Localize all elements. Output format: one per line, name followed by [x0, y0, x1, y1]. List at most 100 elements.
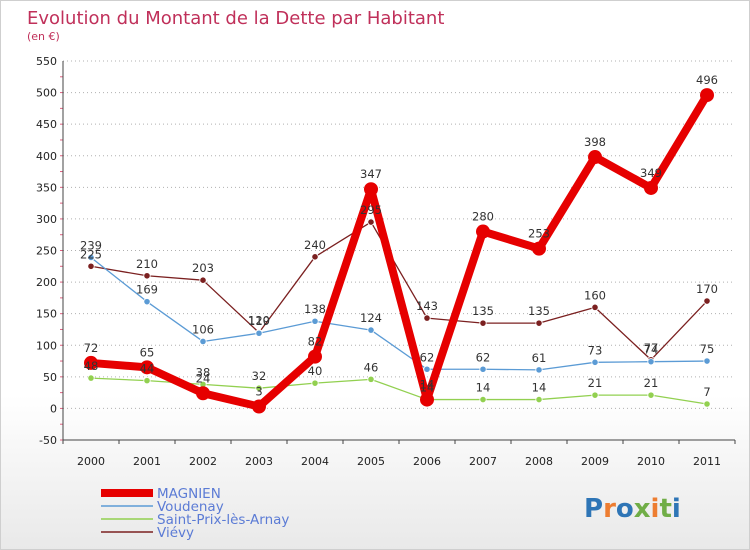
legend-label: MAGNIEN — [157, 486, 221, 502]
y-tick-label: 500 — [36, 87, 57, 100]
data-label: 14 — [476, 381, 491, 395]
data-point — [140, 360, 154, 375]
data-label: 62 — [420, 350, 435, 364]
data-point — [476, 224, 490, 239]
data-label: 124 — [360, 311, 382, 325]
data-point — [420, 392, 434, 407]
data-label: 14 — [532, 381, 547, 395]
grid — [63, 60, 735, 441]
data-label: 160 — [584, 288, 606, 302]
proxiti-logo: Proxiti — [584, 494, 681, 524]
data-label: 24 — [196, 371, 211, 385]
data-label: 61 — [532, 351, 547, 365]
data-point — [143, 377, 151, 385]
data-label: 44 — [140, 362, 155, 376]
data-label: 280 — [472, 210, 494, 224]
x-tick-label: 2000 — [77, 455, 105, 468]
chart-title: Evolution du Montant de la Dette par Hab… — [27, 8, 444, 29]
data-label: 295 — [360, 203, 382, 217]
x-tick-label: 2004 — [301, 455, 329, 468]
legend-label: Voudenay — [157, 499, 224, 515]
data-label: 21 — [588, 376, 603, 390]
data-point — [647, 358, 655, 366]
data-point — [87, 253, 95, 262]
data-label: 75 — [700, 342, 715, 356]
data-label: 203 — [192, 261, 214, 275]
data-point — [311, 253, 319, 261]
data-label: 398 — [584, 135, 606, 149]
data-point — [367, 326, 375, 334]
data-point — [367, 375, 375, 383]
data-point — [588, 150, 602, 165]
data-label: 3 — [255, 385, 262, 399]
logo-letter: i — [651, 494, 660, 524]
data-label: 138 — [304, 302, 326, 316]
data-point — [308, 349, 322, 364]
legend-label: Viévy — [157, 525, 194, 541]
logo-letter: o — [616, 494, 634, 524]
data-point — [143, 272, 151, 280]
x-tick-label: 2001 — [133, 455, 161, 468]
logo-letter: P — [584, 494, 603, 524]
data-label: 347 — [360, 167, 382, 181]
data-point — [535, 319, 543, 327]
data-point — [532, 241, 546, 256]
data-label: 496 — [696, 73, 718, 87]
data-label: 72 — [84, 341, 99, 355]
data-label: 48 — [84, 359, 99, 373]
x-tick-label: 2008 — [525, 455, 553, 468]
data-label: 240 — [304, 238, 326, 252]
data-point — [703, 357, 711, 365]
data-point — [311, 379, 319, 387]
data-label: 239 — [80, 238, 102, 252]
data-point — [535, 366, 543, 374]
data-point — [479, 395, 487, 404]
data-point — [199, 337, 207, 346]
data-label: 73 — [588, 343, 603, 357]
data-label: 135 — [528, 304, 550, 318]
x-tick-label: 2003 — [245, 455, 273, 468]
series-line-voudenay — [90, 256, 708, 371]
series-line-magnien — [87, 91, 711, 411]
y-tick-label: 0 — [50, 402, 57, 415]
data-point — [703, 297, 711, 305]
data-label: 225 — [80, 247, 102, 261]
data-point — [84, 355, 98, 370]
data-label: 170 — [696, 282, 718, 296]
data-label: 14 — [420, 381, 435, 395]
data-label: 135 — [472, 304, 494, 318]
x-tick-label: 2009 — [581, 455, 609, 468]
x-tick-label: 2011 — [693, 455, 721, 468]
logo-letter: i — [672, 494, 681, 524]
data-label: 210 — [136, 257, 158, 271]
data-point — [479, 365, 487, 373]
y-tick-label: 50 — [43, 371, 57, 384]
data-point — [367, 218, 375, 226]
chart-subtitle: (en €) — [27, 30, 60, 43]
logo-letter: t — [659, 494, 671, 524]
logo-letter: r — [603, 494, 616, 524]
data-label: 46 — [364, 360, 379, 374]
legend-label: Saint-Prix-lès-Arnay — [157, 512, 289, 528]
data-point — [535, 395, 543, 404]
data-point — [196, 386, 210, 401]
data-point — [647, 391, 655, 399]
data-point — [591, 358, 599, 366]
x-tick-label: 2007 — [469, 455, 497, 468]
y-tick-label: 550 — [36, 55, 57, 68]
data-point — [423, 365, 431, 373]
data-point — [252, 399, 266, 414]
data-label: 62 — [476, 350, 491, 364]
data-label: 77 — [644, 341, 659, 355]
data-point — [199, 276, 207, 284]
data-label: 21 — [644, 376, 659, 390]
data-label: 120 — [248, 314, 270, 328]
data-point — [255, 384, 263, 392]
data-point — [143, 298, 151, 306]
data-point — [703, 400, 711, 408]
data-point — [255, 329, 263, 337]
x-tick-label: 2006 — [413, 455, 441, 468]
